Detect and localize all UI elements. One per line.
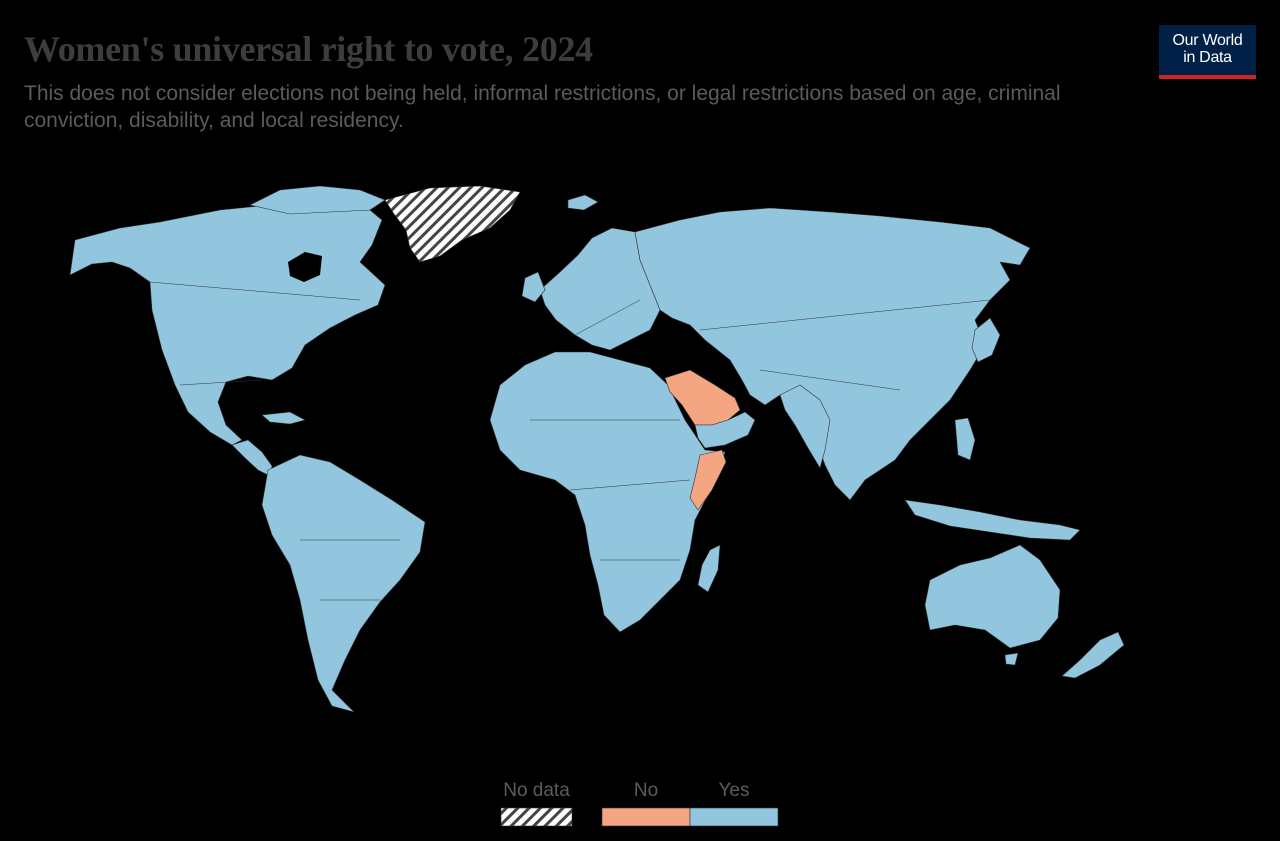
logo-line-1: Our World	[1172, 32, 1243, 49]
region-greenland[interactable]	[384, 185, 521, 263]
region-india[interactable]	[779, 384, 831, 469]
logo-line-2: in Data	[1183, 49, 1232, 66]
region-caribbean[interactable]	[261, 411, 306, 425]
region-uk[interactable]	[521, 271, 546, 303]
region-philippines[interactable]	[954, 417, 976, 461]
region-arctic-islands[interactable]	[249, 185, 386, 215]
owid-logo[interactable]: Our World in Data	[1159, 25, 1256, 79]
region-north-america[interactable]	[69, 199, 386, 446]
legend-label-yes: Yes	[718, 780, 750, 801]
region-se-asia-islands[interactable]	[904, 499, 1081, 541]
region-africa[interactable]	[489, 351, 726, 633]
region-asia[interactable]	[634, 207, 1031, 501]
region-japan[interactable]	[971, 317, 1001, 363]
legend-label-no: No	[633, 780, 659, 801]
legend-swatch-no-data[interactable]	[500, 807, 573, 827]
region-new-zealand[interactable]	[1061, 631, 1125, 679]
region-australia[interactable]	[924, 544, 1061, 649]
region-yemen-oman[interactable]	[694, 411, 756, 449]
region-central-america[interactable]	[231, 439, 273, 477]
chart-subtitle: This does not consider elections not bei…	[24, 82, 1061, 132]
legend-label-no-data: No data	[503, 780, 570, 801]
legend	[500, 807, 779, 827]
region-south-america[interactable]	[261, 454, 426, 713]
legend-swatch-no[interactable]	[601, 807, 691, 827]
region-iceland[interactable]	[567, 194, 599, 211]
region-tasmania[interactable]	[1004, 652, 1019, 666]
chart-title: Women's universal right to vote, 2024	[24, 29, 593, 69]
region-madagascar[interactable]	[697, 544, 721, 593]
region-somalia[interactable]	[689, 449, 727, 511]
legend-swatch-yes[interactable]	[689, 807, 779, 827]
